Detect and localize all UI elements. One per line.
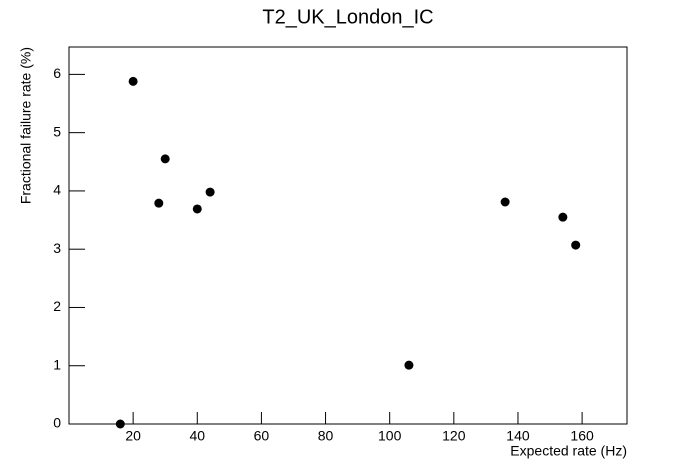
y-tick-label: 6 <box>53 65 61 81</box>
y-tick-label: 4 <box>53 182 61 198</box>
x-tick-label: 40 <box>189 428 205 444</box>
data-point <box>500 197 510 207</box>
data-point <box>128 76 138 86</box>
data-point <box>558 212 568 222</box>
data-point <box>160 154 170 164</box>
x-tick-label: 100 <box>378 428 402 444</box>
y-axis-label: Fractional failure rate (%) <box>18 47 34 204</box>
data-point <box>404 360 414 370</box>
data-point <box>571 240 581 250</box>
y-tick-label: 0 <box>53 415 61 431</box>
data-point <box>154 198 164 208</box>
x-tick-label: 120 <box>442 428 466 444</box>
data-point <box>192 204 202 214</box>
plot-frame <box>68 46 628 425</box>
y-tick-label: 3 <box>53 240 61 256</box>
x-axis-label: Expected rate (Hz) <box>510 443 627 459</box>
x-tick-label: 80 <box>318 428 334 444</box>
y-tick-label: 1 <box>53 356 61 372</box>
data-point <box>115 419 125 429</box>
data-point <box>205 187 215 197</box>
chart-title: T2_UK_London_IC <box>262 6 433 28</box>
y-tick-label: 5 <box>53 123 61 139</box>
x-tick-label: 140 <box>506 428 530 444</box>
y-tick-label: 2 <box>53 298 61 314</box>
x-tick-label: 160 <box>570 428 594 444</box>
x-tick-label: 60 <box>254 428 270 444</box>
x-tick-label: 20 <box>125 428 141 444</box>
